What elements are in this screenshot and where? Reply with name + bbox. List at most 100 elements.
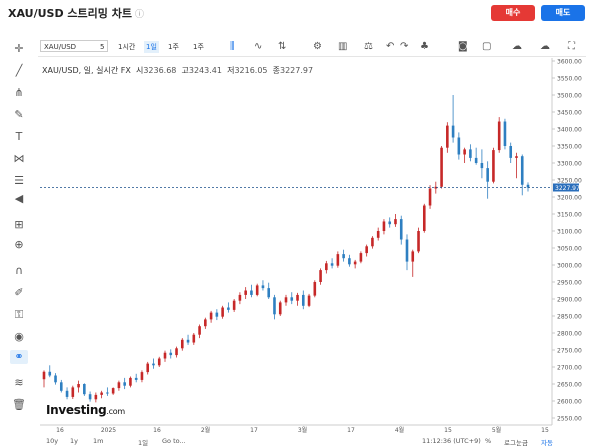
y-tick-label: 3350.00 bbox=[557, 144, 582, 151]
last-price-tag bbox=[553, 183, 579, 192]
low-label: 저 bbox=[227, 66, 235, 75]
pitchfork-icon[interactable]: ⋔ bbox=[14, 86, 24, 99]
interval-1h[interactable]: 1시간 bbox=[118, 43, 136, 51]
candle-body bbox=[359, 253, 363, 262]
text-icon[interactable]: T bbox=[15, 130, 23, 143]
candle-body bbox=[238, 294, 242, 301]
y-tick-label: 3100.00 bbox=[557, 229, 582, 236]
cloud-icon[interactable]: ☁ bbox=[512, 41, 522, 52]
camera-icon[interactable]: ◙ bbox=[458, 41, 468, 52]
range-1y[interactable]: 1y bbox=[70, 437, 78, 445]
x-tick-label: 17 bbox=[347, 427, 355, 434]
indicator-icon[interactable]: ⇅ bbox=[278, 41, 287, 52]
settings-icon[interactable]: ⚙ bbox=[313, 41, 322, 52]
zoom-icon[interactable]: ⊕ bbox=[14, 238, 24, 251]
candle-body bbox=[278, 302, 282, 315]
candle-body bbox=[227, 307, 230, 310]
y-tick-label: 3400.00 bbox=[557, 127, 582, 134]
color-icon[interactable]: ▢ bbox=[482, 41, 492, 52]
line-chart-icon[interactable]: ∿ bbox=[254, 41, 263, 52]
x-tick-label: 16 bbox=[153, 427, 161, 434]
candle-body bbox=[204, 319, 207, 327]
candle-body bbox=[59, 382, 63, 391]
pattern-icon[interactable]: ⋈ bbox=[13, 152, 25, 165]
candle-body bbox=[232, 300, 236, 310]
candle-body bbox=[492, 150, 495, 182]
candle-body bbox=[111, 388, 115, 394]
candle-body bbox=[209, 312, 213, 320]
candle-body bbox=[348, 258, 351, 265]
candle-body bbox=[129, 377, 132, 386]
candle-body bbox=[290, 297, 294, 301]
candle-body bbox=[180, 339, 184, 349]
fullscreen-icon[interactable]: ⛶ bbox=[568, 41, 575, 52]
bar-compare-icon[interactable]: ▥ bbox=[338, 41, 348, 52]
sell-button[interactable]: 매수 bbox=[491, 5, 535, 21]
candle-body bbox=[457, 137, 461, 155]
magnet-icon[interactable]: ∩ bbox=[14, 264, 24, 277]
candle-body bbox=[446, 125, 449, 148]
candle-body bbox=[417, 231, 420, 252]
range-1m[interactable]: 1m bbox=[93, 437, 104, 445]
candle-icon[interactable]: ⫼ bbox=[230, 41, 235, 52]
candle-body bbox=[296, 294, 299, 301]
drawing-toolbar: ✛ ╱ ⋔ ✎ T ⋈ ☰ ◀ ⊞ ⊕ ∩ ✐ ⚿ ◉ ⚭ ≋ 🗑 bbox=[0, 36, 36, 436]
y-tick-label: 3500.00 bbox=[557, 93, 582, 100]
scale-icon[interactable]: ⚖ bbox=[364, 41, 373, 52]
layers-icon[interactable]: ≋ bbox=[14, 376, 24, 389]
tree-icon[interactable]: ♣ bbox=[420, 41, 429, 52]
cloud-upload-icon[interactable]: ☁ bbox=[540, 41, 550, 52]
candle-body bbox=[261, 285, 265, 289]
candle-body bbox=[186, 339, 190, 343]
redo-icon[interactable]: ↷ bbox=[400, 41, 409, 52]
candle-body bbox=[117, 382, 121, 389]
candle-body bbox=[134, 377, 138, 380]
y-tick-label: 2900.00 bbox=[557, 297, 582, 304]
candle-body bbox=[221, 307, 224, 317]
interval-1w[interactable]: 1주 bbox=[168, 43, 179, 51]
log-toggle[interactable]: 로그눈금 bbox=[504, 439, 528, 447]
x-tick-label: 2025 bbox=[101, 427, 116, 434]
percent-toggle[interactable]: % bbox=[485, 437, 492, 445]
candle-body bbox=[463, 149, 466, 155]
buy-button[interactable]: 매도 bbox=[541, 5, 585, 21]
candle-body bbox=[123, 382, 126, 386]
range-1d[interactable]: 1일 bbox=[138, 439, 149, 447]
candle-body bbox=[428, 188, 432, 206]
undo-icon[interactable]: ↶ bbox=[386, 41, 395, 52]
goto-button[interactable]: Go to... bbox=[162, 437, 186, 445]
candle-body bbox=[54, 375, 57, 383]
pencil-lock-icon[interactable]: ✐ bbox=[14, 286, 24, 299]
interval-5[interactable]: 5 bbox=[100, 43, 105, 51]
candle-body bbox=[515, 156, 518, 158]
y-tick-label: 3450.00 bbox=[557, 110, 582, 117]
candle-body bbox=[307, 295, 311, 306]
lock-icon[interactable]: ⚿ bbox=[14, 308, 24, 321]
interval-extra[interactable]: 1주 bbox=[193, 43, 204, 51]
info-icon[interactable]: ⓘ bbox=[134, 10, 144, 20]
symbol-input[interactable]: XAU/USD bbox=[40, 40, 108, 52]
candle-body bbox=[100, 392, 103, 395]
link-icon[interactable]: ⚭ bbox=[10, 350, 28, 364]
arrow-left-icon[interactable]: ◀ bbox=[14, 192, 24, 205]
candle-body bbox=[301, 294, 305, 306]
auto-toggle[interactable]: 자동 bbox=[541, 439, 553, 447]
candle-body bbox=[77, 384, 80, 388]
candle-body bbox=[422, 205, 426, 231]
candle-body bbox=[342, 254, 345, 259]
candle-body bbox=[157, 358, 161, 366]
fib-icon[interactable]: ☰ bbox=[14, 174, 24, 187]
y-tick-label: 2550.00 bbox=[557, 416, 582, 423]
brush-icon[interactable]: ✎ bbox=[14, 108, 24, 121]
eye-icon[interactable]: ◉ bbox=[14, 330, 24, 343]
trash-icon[interactable]: 🗑 bbox=[12, 398, 26, 411]
candle-body bbox=[330, 263, 334, 266]
trendline-icon[interactable]: ╱ bbox=[15, 64, 23, 77]
x-tick-label: 2월 bbox=[201, 426, 210, 434]
measure-icon[interactable]: ⊞ bbox=[14, 218, 24, 231]
open-label: 시 bbox=[135, 66, 144, 75]
interval-1d[interactable]: 1일 bbox=[144, 41, 159, 53]
crosshair-icon[interactable]: ✛ bbox=[14, 42, 24, 55]
range-10y[interactable]: 10y bbox=[46, 437, 59, 445]
candle-body bbox=[440, 147, 443, 187]
